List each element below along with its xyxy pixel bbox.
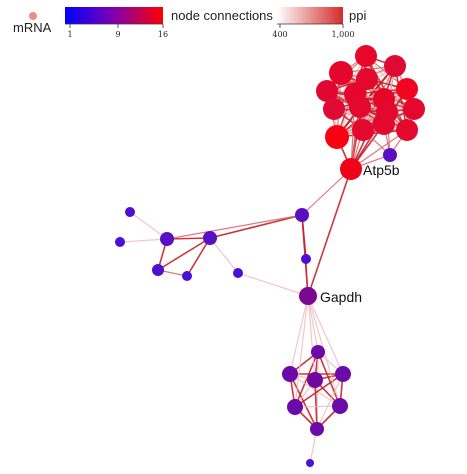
network-edge bbox=[294, 373, 344, 408]
network-node bbox=[233, 268, 243, 278]
network-node bbox=[383, 148, 397, 162]
network-edge bbox=[301, 168, 352, 216]
network-node bbox=[125, 207, 135, 217]
network-edge bbox=[166, 214, 303, 240]
network-edge bbox=[237, 272, 309, 297]
ppi-tick: 1,000 bbox=[332, 30, 355, 39]
connections-tick: 16 bbox=[158, 30, 168, 39]
network-edge bbox=[316, 373, 344, 430]
network-node bbox=[356, 68, 378, 90]
network-node bbox=[349, 96, 371, 118]
network-edges bbox=[119, 55, 415, 464]
network-node bbox=[332, 398, 348, 414]
network-node bbox=[310, 422, 324, 436]
network-edge bbox=[129, 211, 168, 240]
network-node bbox=[287, 399, 303, 415]
network-node bbox=[396, 78, 418, 100]
network-node bbox=[152, 264, 164, 276]
network-node bbox=[316, 80, 338, 102]
network-edge bbox=[307, 295, 316, 381]
mrna-legend-marker bbox=[29, 12, 37, 20]
connections-color-bar bbox=[65, 7, 163, 24]
ppi-legend-label: ppi bbox=[349, 8, 366, 23]
network-edge bbox=[333, 88, 408, 110]
network-node bbox=[329, 61, 353, 85]
ppi-tick: 400 bbox=[272, 30, 287, 39]
connections-legend-label: node connections bbox=[171, 8, 273, 23]
network-node bbox=[301, 254, 311, 264]
network-edge bbox=[294, 351, 319, 408]
network-node bbox=[335, 366, 351, 382]
network-node bbox=[323, 98, 345, 120]
network-node bbox=[307, 372, 323, 388]
network-edge bbox=[307, 168, 352, 297]
network-edge bbox=[317, 351, 341, 407]
network-nodes bbox=[115, 45, 425, 467]
network-edge bbox=[186, 237, 211, 277]
network-node bbox=[182, 271, 192, 281]
network-node bbox=[295, 208, 309, 222]
network-edge bbox=[307, 295, 319, 353]
network-node bbox=[203, 231, 217, 245]
network-node bbox=[115, 237, 125, 247]
network-node bbox=[311, 345, 325, 359]
network-edge bbox=[314, 379, 318, 430]
network-edge bbox=[157, 237, 211, 271]
connections-tick: 9 bbox=[115, 30, 120, 39]
network-edge bbox=[209, 214, 303, 239]
network-edge bbox=[289, 295, 309, 375]
ppi-color-bar bbox=[277, 7, 343, 24]
network-node bbox=[306, 459, 314, 467]
network-edge bbox=[166, 237, 211, 240]
network-node bbox=[352, 119, 374, 141]
network-node bbox=[282, 366, 298, 382]
network-edge bbox=[209, 237, 239, 274]
network-node bbox=[403, 98, 425, 120]
gapdh-label: Gapdh bbox=[320, 289, 362, 305]
network-edge bbox=[119, 238, 168, 243]
connections-tick: 1 bbox=[67, 30, 72, 39]
network-edge bbox=[307, 295, 344, 375]
network-node bbox=[325, 125, 349, 149]
network-node bbox=[340, 158, 362, 180]
network-edge bbox=[350, 129, 408, 170]
network-node bbox=[355, 45, 377, 67]
network-node bbox=[373, 113, 395, 135]
network-edge bbox=[326, 90, 415, 110]
network-node bbox=[396, 119, 418, 141]
atp5b-label: Atp5b bbox=[363, 162, 400, 178]
legend: mRNA node connections 1 9 16 ppi 400 1,0… bbox=[13, 7, 366, 39]
network-node bbox=[299, 287, 317, 305]
network-node bbox=[384, 55, 406, 77]
network-edge bbox=[294, 295, 309, 408]
mrna-legend-label: mRNA bbox=[13, 20, 52, 35]
network-node bbox=[160, 232, 174, 246]
